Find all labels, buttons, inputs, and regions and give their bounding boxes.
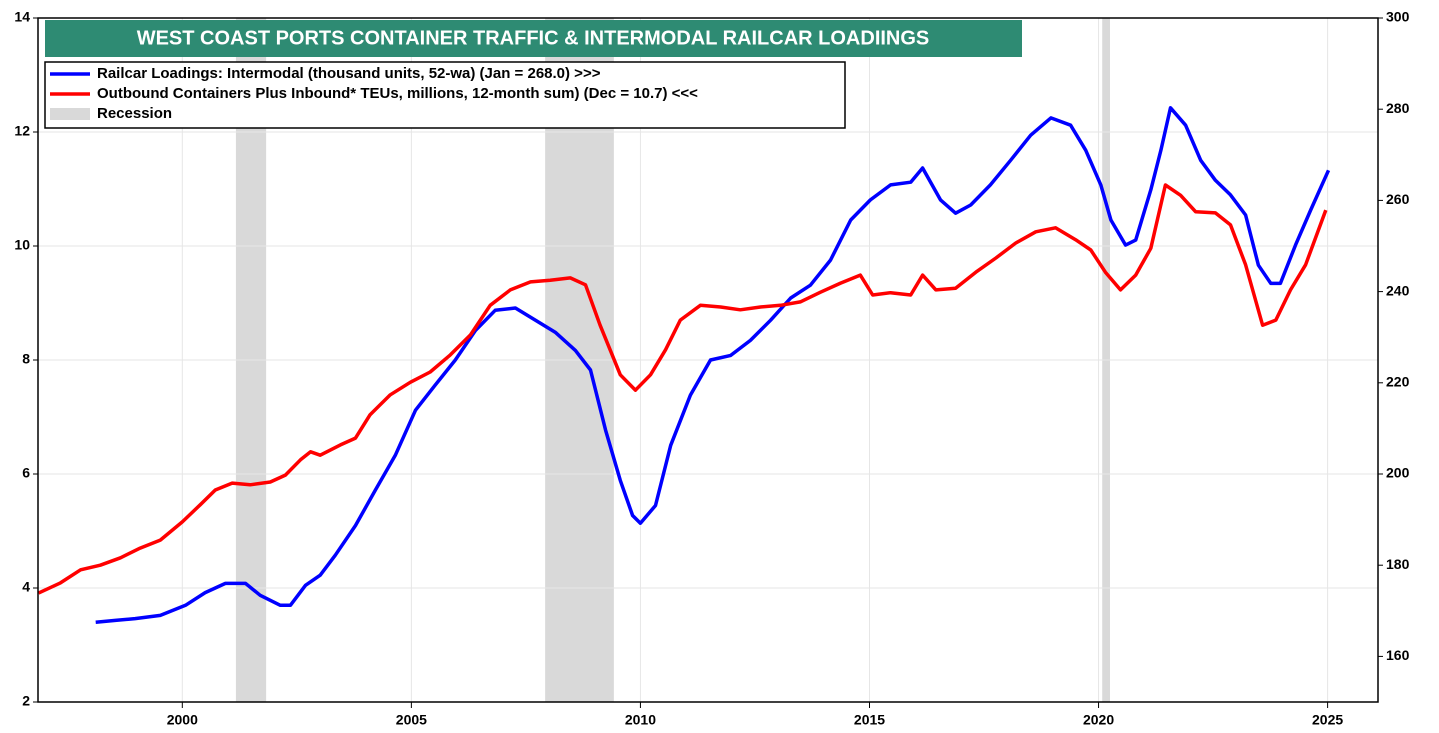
legend <box>44 61 846 129</box>
y-tick-label: 8 <box>22 351 30 367</box>
y-tick-label: 10 <box>14 237 30 253</box>
y2-tick-label: 260 <box>1386 191 1410 207</box>
x-tick-label: 2000 <box>167 712 198 728</box>
y-tick-label: 12 <box>14 123 30 139</box>
y2-tick-label: 280 <box>1386 100 1410 116</box>
y2-tick-label: 200 <box>1386 465 1410 481</box>
title-box <box>45 20 1022 57</box>
y-tick-label: 14 <box>14 9 30 25</box>
line-layer <box>37 106 1331 624</box>
series-line <box>95 106 1331 624</box>
y2-tick-label: 220 <box>1386 374 1410 390</box>
legend-label: Recession <box>97 105 172 122</box>
y-tick-label: 2 <box>22 693 30 709</box>
x-tick-label: 2010 <box>625 712 656 728</box>
axes-layer: 2 4 6 8 10 12 14 160 180 200 220 240 260 280 300 2000 20… <box>14 9 1409 728</box>
x-tick-label: 2025 <box>1312 712 1343 728</box>
legend-swatch <box>50 108 90 120</box>
x-tick-label: 2005 <box>396 712 427 728</box>
legend-label: Railcar Loadings: Intermodal (thousand u… <box>97 65 601 82</box>
series-line <box>37 183 1328 595</box>
chart-title: WEST COAST PORTS CONTAINER TRAFFIC & INT… <box>137 27 930 49</box>
y2-tick-label: 160 <box>1386 647 1410 663</box>
y-tick-label: 6 <box>22 465 30 481</box>
y2-tick-label: 240 <box>1386 282 1410 298</box>
x-tick-label: 2020 <box>1083 712 1114 728</box>
x-tick-label: 2015 <box>854 712 885 728</box>
background-layer <box>38 17 1378 703</box>
y-tick-label: 4 <box>22 579 30 595</box>
y2-tick-label: 300 <box>1386 9 1410 25</box>
legend-label: Outbound Containers Plus Inbound* TEUs, … <box>97 85 698 102</box>
y2-tick-label: 180 <box>1386 556 1410 572</box>
